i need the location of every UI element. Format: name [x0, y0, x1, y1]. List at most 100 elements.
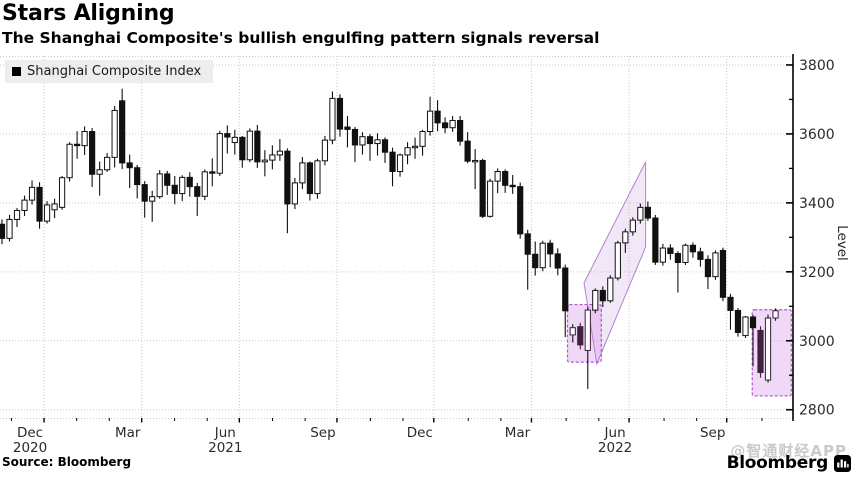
x-tick-label: Sep — [700, 425, 725, 441]
candle-body — [254, 130, 261, 163]
candle-body — [89, 131, 96, 175]
candle-body — [727, 296, 734, 311]
candle-body — [494, 170, 501, 182]
x-tick-label: Mar — [505, 425, 531, 441]
candle-body — [246, 130, 253, 161]
candle-body — [194, 186, 201, 197]
candle-body — [502, 170, 509, 186]
candle-body — [329, 97, 336, 141]
candle-body — [344, 126, 351, 130]
candle-body — [547, 242, 554, 255]
bloomberg-logo: Bloomberg — [727, 453, 851, 473]
engulfing-highlight-box — [566, 303, 602, 363]
candle-body — [201, 171, 208, 197]
candle-body — [472, 159, 479, 163]
candle-body — [58, 177, 66, 208]
candle-body — [697, 251, 704, 260]
bloomberg-logo-text: Bloomberg — [726, 453, 829, 473]
candle-body — [584, 309, 591, 351]
candle-body — [81, 131, 88, 147]
candle-body — [13, 209, 21, 220]
candle-body — [366, 136, 374, 145]
candle-body — [479, 159, 486, 217]
candle-body — [51, 203, 58, 211]
candle-body — [441, 122, 449, 129]
candle-body — [276, 150, 283, 156]
candle-body — [614, 242, 621, 279]
candle-body — [269, 154, 276, 161]
candle-body — [742, 316, 749, 337]
candle-body — [299, 162, 306, 184]
candle-body — [674, 253, 681, 264]
page-title: Stars Aligning — [2, 1, 175, 26]
candle-body — [66, 143, 73, 179]
candle-body — [509, 184, 516, 188]
x-tick-label: Dec — [17, 425, 43, 441]
candle-body — [209, 171, 216, 174]
candle-body — [682, 244, 689, 264]
candle-body — [404, 147, 411, 156]
candle-body — [126, 162, 133, 169]
candle-body — [607, 277, 614, 302]
x-tick-label: Dec — [407, 425, 433, 441]
candle-body — [569, 327, 576, 336]
x-tick-label: Mar — [115, 425, 141, 441]
candle-body — [111, 109, 118, 158]
candle-body — [74, 143, 81, 147]
candle-body — [389, 151, 396, 172]
chart-legend: Shanghai Composite Index — [5, 60, 214, 83]
candle-body — [757, 329, 764, 373]
candle-body — [186, 176, 193, 188]
candle-body — [652, 217, 659, 263]
candle-body — [517, 186, 524, 235]
candle-body — [396, 154, 404, 172]
candle-body — [149, 196, 156, 202]
candle-body — [772, 310, 779, 319]
candle-body — [6, 218, 13, 239]
candle-body — [284, 150, 291, 205]
candle-body — [712, 252, 719, 278]
candle-body — [374, 139, 381, 145]
candle-body — [659, 247, 666, 263]
candle-body — [577, 326, 584, 346]
candle-body — [291, 182, 298, 205]
candle-body — [216, 133, 223, 174]
candle-body — [179, 176, 186, 195]
candle-body — [156, 173, 163, 198]
y-tick-label: 3000 — [799, 334, 835, 350]
y-tick-label: 3400 — [799, 196, 835, 212]
candle-body — [411, 145, 419, 149]
candle-body — [449, 119, 456, 129]
candle-body — [524, 233, 531, 255]
candle-body — [434, 110, 441, 124]
candle-body — [381, 139, 389, 153]
candle-body — [134, 167, 141, 186]
candle-body — [336, 97, 344, 130]
legend-label: Shanghai Composite Index — [27, 64, 202, 79]
candle-body — [224, 133, 231, 138]
candle-body — [119, 100, 126, 164]
candle-body — [622, 231, 629, 244]
y-tick-label: 3800 — [799, 58, 835, 74]
candle-body — [43, 204, 51, 222]
candle-body — [487, 180, 494, 217]
candle-body — [426, 110, 434, 133]
candle-body — [562, 267, 569, 312]
candle-body — [599, 289, 606, 302]
candle-body — [359, 136, 366, 146]
y-axis-title: Level — [834, 225, 850, 261]
candle-body — [554, 253, 561, 269]
x-year-label: 2021 — [208, 440, 242, 456]
candle-body — [644, 206, 651, 219]
candle-body — [164, 173, 171, 186]
candle-body — [532, 253, 539, 269]
candle-body — [457, 119, 464, 142]
bloomberg-terminal-icon — [834, 454, 851, 472]
candle-body — [539, 242, 546, 269]
candle-body — [28, 186, 36, 201]
candle-body — [351, 128, 359, 146]
candle-body — [171, 184, 178, 195]
candle-body — [667, 247, 674, 255]
